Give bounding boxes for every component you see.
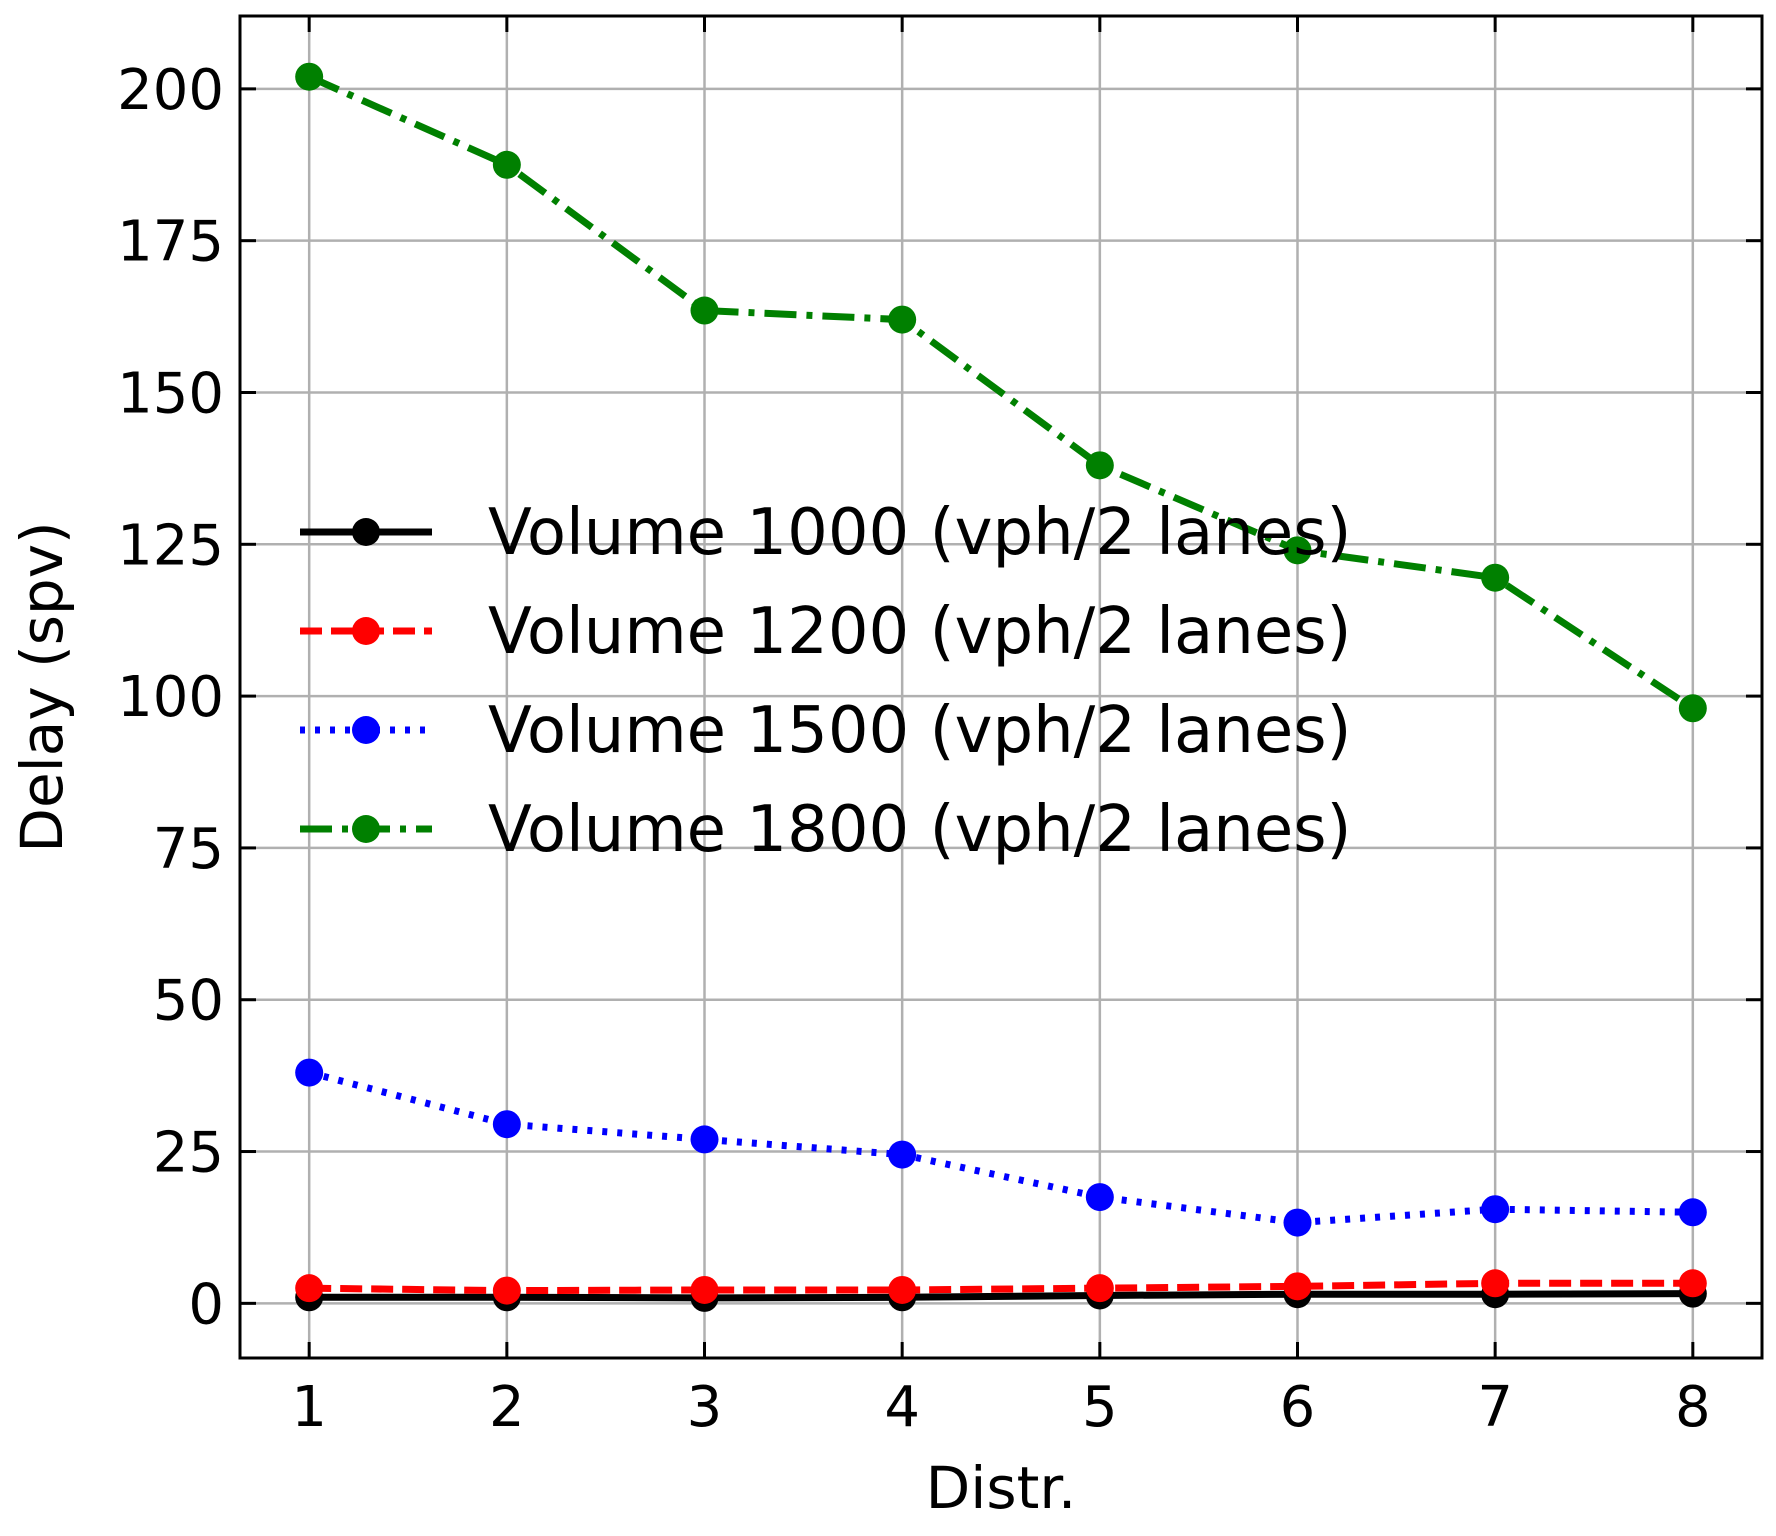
data-point (1678, 1269, 1707, 1298)
legend-label: Volume 1800 (vph/2 lanes) (488, 793, 1352, 867)
legend-label: Volume 1500 (vph/2 lanes) (488, 694, 1352, 768)
series-line (307, 73, 1695, 712)
legend-marker (352, 617, 380, 645)
legend-marker (352, 815, 380, 843)
legend-label: Volume 1000 (vph/2 lanes) (488, 496, 1352, 570)
data-point (1481, 1269, 1510, 1298)
data-point (295, 62, 324, 91)
series-line (309, 1279, 1693, 1295)
data-point (492, 150, 521, 179)
plot-frame (238, 14, 1764, 1360)
data-point (1283, 1272, 1312, 1301)
legend-item: Volume 1000 (vph/2 lanes) (300, 496, 1352, 570)
x-tick-label: 1 (291, 1375, 327, 1440)
x-tick-label: 6 (1280, 1375, 1316, 1440)
data-point (1085, 451, 1114, 480)
ticks: 1 2 3 4 5 6 7 8 0 25 50 75 100 125 150 175 200 (117, 16, 1762, 1440)
legend-marker (352, 716, 380, 744)
y-tick-label: 0 (188, 1272, 224, 1337)
data-point (690, 296, 719, 325)
data-point (888, 1140, 917, 1169)
data-point (1678, 1198, 1707, 1227)
data-point (690, 1125, 719, 1154)
series-layer (295, 62, 1707, 1312)
series-3 (295, 1058, 1707, 1237)
data-point (1283, 536, 1312, 565)
data-point (1678, 694, 1707, 723)
x-tick-label: 2 (489, 1375, 525, 1440)
data-point (1085, 1183, 1114, 1212)
data-point (1085, 1274, 1114, 1303)
data-point (1481, 563, 1510, 592)
x-tick-label: 4 (884, 1375, 920, 1440)
series-line (309, 1290, 1693, 1302)
legend-label: Volume 1200 (vph/2 lanes) (488, 595, 1352, 669)
data-point (690, 1275, 719, 1304)
data-point (492, 1110, 521, 1139)
data-point (888, 1275, 917, 1304)
x-tick-label: 8 (1675, 1375, 1711, 1440)
legend-item: Volume 1500 (vph/2 lanes) (300, 694, 1352, 768)
data-point (1283, 1208, 1312, 1237)
data-point (295, 1274, 324, 1303)
y-tick-label: 75 (153, 817, 224, 882)
legend-item: Volume 1800 (vph/2 lanes) (300, 793, 1352, 867)
x-tick-label: 7 (1477, 1375, 1513, 1440)
data-point (295, 1058, 324, 1087)
y-tick-label: 175 (117, 210, 224, 275)
y-tick-label: 125 (117, 513, 224, 578)
data-point (888, 305, 917, 334)
grid (240, 16, 1762, 1358)
series-4 (295, 62, 1707, 723)
y-tick-label: 100 (117, 665, 224, 730)
y-tick-label: 150 (117, 361, 224, 426)
y-axis-label: Delay (spv) (8, 521, 76, 852)
x-axis-label: Distr. (926, 1454, 1077, 1522)
data-point (1481, 1195, 1510, 1224)
y-tick-label: 50 (153, 969, 224, 1034)
legend-item: Volume 1200 (vph/2 lanes) (300, 595, 1352, 669)
x-tick-label: 5 (1082, 1375, 1118, 1440)
y-tick-label: 25 (153, 1121, 224, 1186)
series-2 (295, 1269, 1707, 1305)
legend-marker (352, 518, 380, 546)
x-tick-label: 3 (687, 1375, 723, 1440)
y-tick-label: 200 (117, 58, 224, 123)
data-point (492, 1276, 521, 1305)
legend: Volume 1000 (vph/2 lanes) Volume 1200 (vp… (300, 496, 1352, 867)
